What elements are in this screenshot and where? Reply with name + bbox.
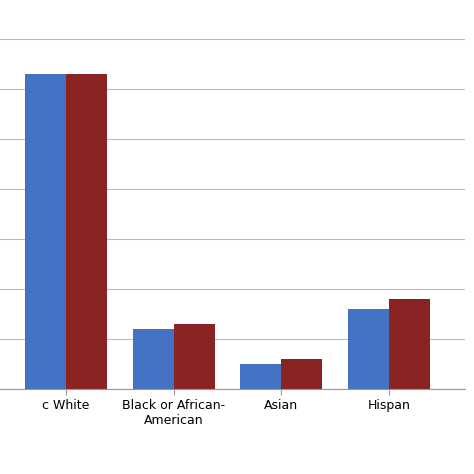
- Bar: [240, 364, 282, 389]
- Bar: [25, 74, 66, 389]
- Bar: [66, 74, 107, 389]
- Bar: [389, 299, 430, 389]
- Bar: [282, 359, 322, 389]
- Bar: [133, 329, 173, 389]
- Bar: [173, 324, 215, 389]
- Bar: [348, 309, 389, 389]
